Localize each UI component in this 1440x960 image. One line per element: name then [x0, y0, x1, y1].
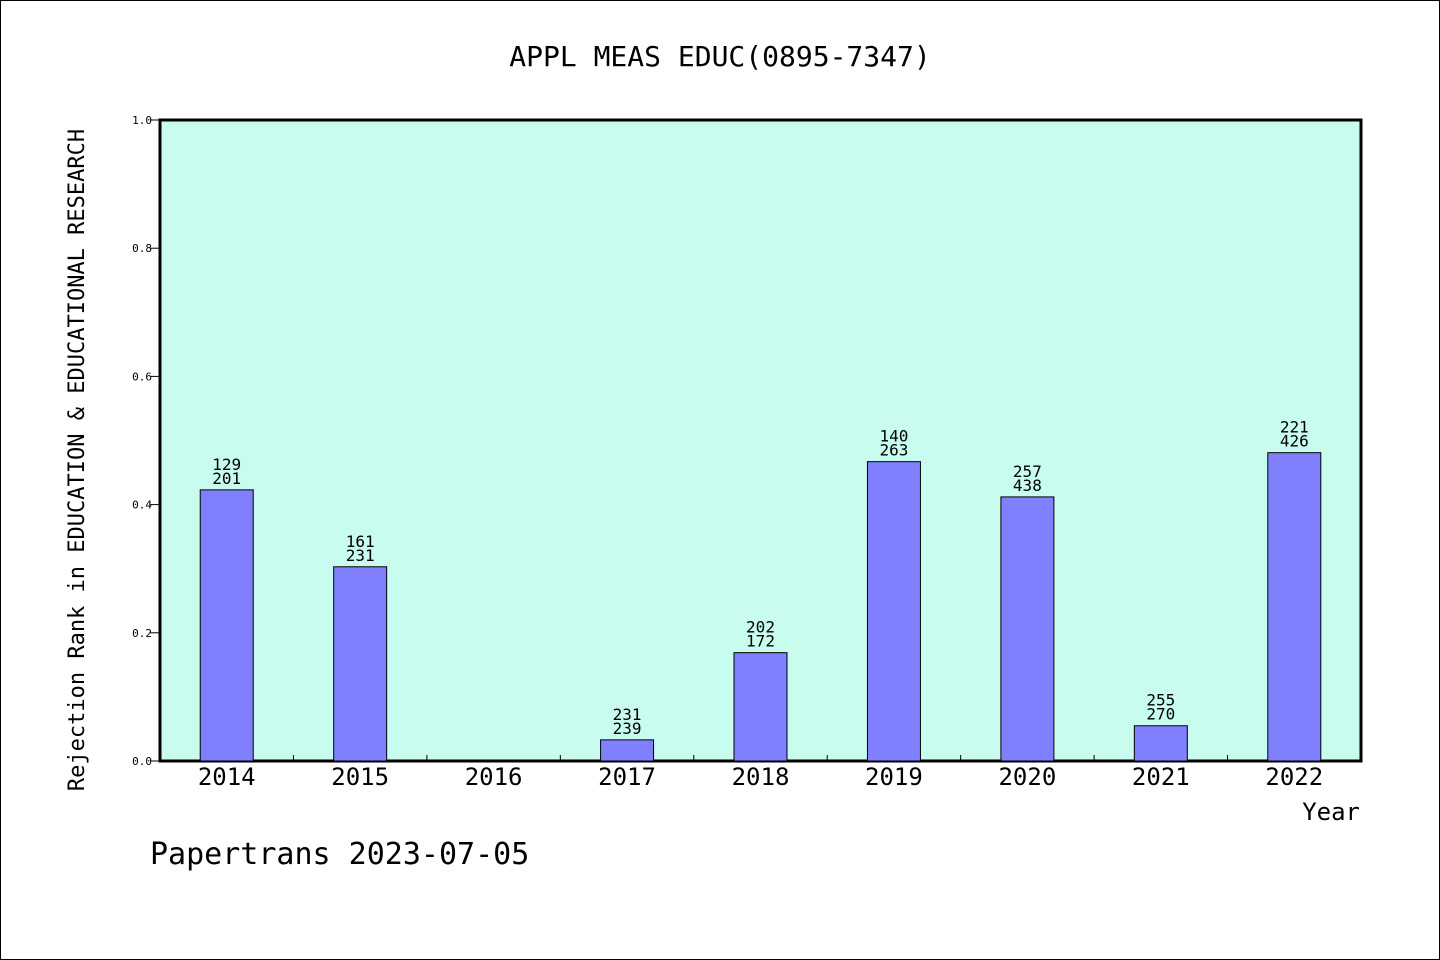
bar: [1267, 452, 1322, 762]
x-tick-label: 2020: [998, 763, 1056, 791]
y-tick-label: 0.8: [132, 242, 152, 255]
x-tick-label: 2014: [198, 763, 256, 791]
y-tick-label: 0.2: [132, 627, 152, 640]
bar-label-top: 221: [1280, 418, 1309, 437]
y-axis-label: Rejection Rank in EDUCATION & EDUCATIONA…: [65, 129, 90, 791]
x-axis-label: Year: [1302, 798, 1360, 826]
bar: [600, 739, 655, 762]
x-tick-label: 2017: [598, 763, 656, 791]
y-tick-label: 0.6: [132, 370, 152, 383]
bar: [333, 566, 388, 762]
bar: [1133, 725, 1188, 762]
bar-label-bottom: 172: [746, 632, 775, 651]
y-tick-label: 0.4: [132, 499, 152, 512]
x-tick-label: 2019: [865, 763, 923, 791]
y-tick-label: 0.0: [132, 755, 152, 768]
bar-label-bottom: 231: [346, 546, 375, 565]
bar-label-bottom: 263: [879, 441, 908, 460]
bar-label-top: 140: [879, 427, 908, 446]
bar: [199, 489, 254, 762]
y-tick-label: 1.0: [132, 114, 152, 127]
x-tick-label: 2016: [465, 763, 523, 791]
bar-label-top: 161: [346, 532, 375, 551]
bar-label-top: 231: [613, 705, 642, 724]
bar: [866, 461, 921, 762]
bar-label-top: 202: [746, 618, 775, 637]
bar-label-bottom: 201: [212, 469, 241, 488]
footer-credit: Papertrans 2023-07-05: [150, 837, 529, 872]
x-tick-label: 2022: [1265, 763, 1323, 791]
bar-label-bottom: 426: [1280, 432, 1309, 451]
bar-label-top: 257: [1013, 462, 1042, 481]
bar-label-bottom: 239: [613, 719, 642, 738]
bar-label-bottom: 438: [1013, 476, 1042, 495]
bar-label-bottom: 270: [1146, 705, 1175, 724]
x-tick-label: 2021: [1132, 763, 1190, 791]
x-tick-label: 2015: [331, 763, 389, 791]
x-tick-label: 2018: [732, 763, 790, 791]
bar: [1000, 496, 1055, 762]
chart-title: APPL MEAS EDUC(0895-7347): [509, 40, 930, 73]
bar: [733, 652, 788, 762]
bar-label-top: 255: [1146, 691, 1175, 710]
bar-label-top: 129: [212, 455, 241, 474]
